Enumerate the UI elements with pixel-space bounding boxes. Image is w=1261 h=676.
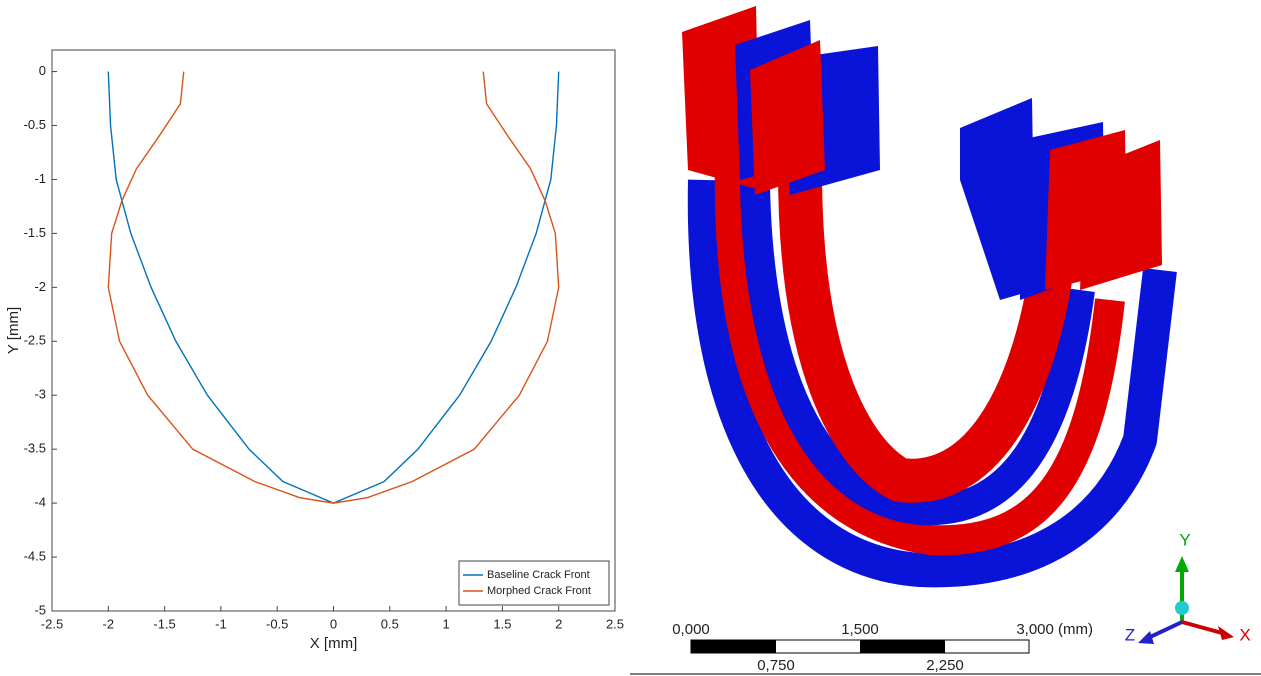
- origin: [1175, 601, 1189, 615]
- scale-label: 0,000: [672, 621, 710, 638]
- y-tick-label: -1: [34, 171, 46, 186]
- scale-block: [691, 640, 776, 653]
- legend-label: Baseline Crack Front: [487, 569, 590, 581]
- scale-bar: 0,000 1,500 3,000 (mm) 0,750 2,250: [630, 621, 1261, 675]
- scale-label: 1,500: [841, 621, 879, 638]
- axis-arrow: [1147, 620, 1183, 640]
- y-axis-label: Y [mm]: [5, 307, 22, 354]
- x-tick-label: 0: [330, 616, 337, 631]
- x-tick-label: -2.5: [41, 616, 63, 631]
- legend-label: Morphed Crack Front: [487, 585, 591, 597]
- x-tick-label: 1: [442, 616, 449, 631]
- band: [739, 139, 1095, 526]
- triad-label: Y: [1179, 530, 1190, 549]
- x-tick-label: 2.5: [606, 616, 624, 631]
- band: [687, 179, 1177, 588]
- legend: Baseline Crack Front Morphed Crack Front: [458, 560, 610, 606]
- plot-area: [51, 49, 616, 612]
- y-tick-label: -1.5: [24, 225, 46, 240]
- y-tick-label: -3.5: [24, 441, 46, 456]
- triad-label: Z: [1125, 625, 1135, 644]
- y-tick-label: 0: [39, 63, 46, 78]
- y-tick-label: -2.5: [24, 333, 46, 348]
- scale-label: 2,250: [926, 657, 964, 674]
- arrow-head: [1218, 626, 1234, 640]
- triad: Y X Z: [1125, 530, 1251, 644]
- y-tick-label: -3: [34, 387, 46, 402]
- scale-label: 3,000 (mm): [1016, 621, 1093, 638]
- y-tick-label: -2: [34, 279, 46, 294]
- panel: [1045, 130, 1127, 290]
- y-tick-label: -4.5: [24, 548, 46, 563]
- arrow-head: [1175, 556, 1189, 572]
- band: [714, 159, 1125, 556]
- render-3d: [682, 6, 1177, 588]
- x-tick-label: -1: [215, 616, 227, 631]
- series-line: [107, 71, 560, 504]
- band: [778, 169, 1072, 503]
- x-tick-label: -2: [103, 616, 115, 631]
- arrow-head: [1138, 631, 1154, 644]
- x-tick-label: -0.5: [266, 616, 288, 631]
- scale-label: 0,750: [757, 657, 795, 674]
- axis-arrow: [1181, 620, 1223, 635]
- x-tick-label: -1.5: [153, 616, 175, 631]
- x-tick-label: 1.5: [493, 616, 511, 631]
- panel: [960, 98, 1035, 300]
- legend-box: [458, 560, 610, 606]
- triad-label: X: [1239, 625, 1250, 644]
- y-tick-label: -5: [34, 602, 46, 617]
- panel: [750, 40, 825, 195]
- scale-block: [860, 640, 945, 653]
- x-tick-label: 2: [555, 616, 562, 631]
- y-tick-label: -4: [34, 495, 46, 510]
- x-tick-label: 0.5: [381, 616, 399, 631]
- x-axis-label: X [mm]: [310, 635, 358, 652]
- y-tick-label: -0.5: [24, 117, 46, 132]
